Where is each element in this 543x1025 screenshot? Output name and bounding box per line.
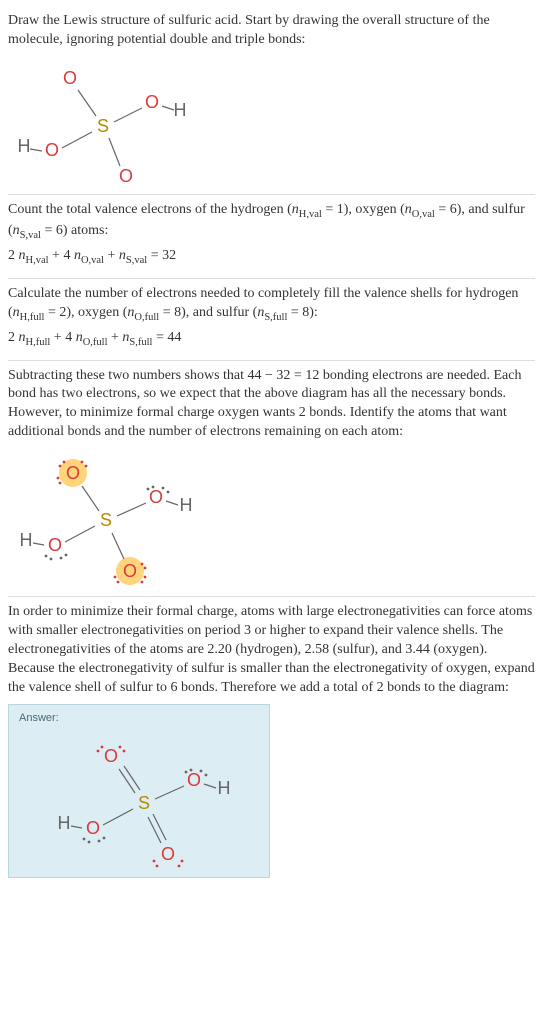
atom-s: S bbox=[138, 793, 150, 813]
bond bbox=[204, 784, 216, 788]
section-fullshell: Calculate the number of electrons needed… bbox=[8, 278, 535, 360]
fullshell-text: Calculate the number of electrons needed… bbox=[8, 285, 535, 325]
valence-equation: 2 nH,val + 4 nO,val + nS,val = 32 bbox=[8, 247, 535, 268]
bond bbox=[166, 501, 178, 505]
atom-o: O bbox=[123, 561, 137, 581]
bond bbox=[153, 814, 166, 840]
atom-h: H bbox=[180, 495, 193, 515]
fullshell-equation: 2 nH,full + 4 nO,full + nS,full = 44 bbox=[8, 329, 535, 350]
atom-o: O bbox=[48, 535, 62, 555]
section-expand: In order to minimize their formal charge… bbox=[8, 596, 535, 888]
atom-o: O bbox=[104, 746, 118, 766]
answer-label: Answer: bbox=[19, 711, 259, 726]
atom-o: O bbox=[145, 92, 159, 112]
atom-h: H bbox=[20, 530, 33, 550]
bond bbox=[109, 138, 120, 166]
bond bbox=[155, 786, 184, 799]
atom-o: O bbox=[45, 140, 59, 160]
bond bbox=[112, 533, 124, 559]
atom-o: O bbox=[187, 770, 201, 790]
atom-o: O bbox=[149, 487, 163, 507]
answer-box: Answer: S O O O H O bbox=[8, 704, 270, 879]
bond bbox=[119, 769, 135, 793]
atom-h: H bbox=[218, 778, 231, 798]
bonding-text: Subtracting these two numbers shows that… bbox=[8, 367, 535, 443]
atom-o: O bbox=[161, 844, 175, 864]
atom-o: O bbox=[119, 166, 133, 184]
atom-h: H bbox=[18, 136, 31, 156]
bond bbox=[103, 809, 133, 825]
bond bbox=[78, 90, 96, 116]
section-bonding: Subtracting these two numbers shows that… bbox=[8, 360, 535, 597]
bond bbox=[65, 526, 95, 542]
section-intro: Draw the Lewis structure of sulfuric aci… bbox=[8, 6, 535, 194]
bond bbox=[33, 543, 44, 545]
atom-s: S bbox=[100, 510, 112, 530]
atom-o: O bbox=[63, 68, 77, 88]
molecule-skeleton-diagram: S O O O H O H bbox=[8, 54, 198, 184]
molecule-answer-diagram: S O O O H O H bbox=[19, 729, 259, 869]
intro-text: Draw the Lewis structure of sulfuric aci… bbox=[8, 12, 535, 50]
bond bbox=[30, 149, 42, 151]
bond bbox=[82, 486, 99, 511]
expand-text: In order to minimize their formal charge… bbox=[8, 603, 535, 697]
bond bbox=[148, 817, 161, 843]
valence-text: Count the total valence electrons of the… bbox=[8, 201, 535, 243]
molecule-lonepair-diagram: S O O O H O H bbox=[8, 446, 208, 586]
atom-h: H bbox=[174, 100, 187, 120]
atom-o: O bbox=[66, 463, 80, 483]
bond bbox=[117, 503, 146, 516]
atom-h: H bbox=[58, 813, 71, 833]
bond bbox=[162, 106, 174, 110]
section-valence: Count the total valence electrons of the… bbox=[8, 194, 535, 278]
bond bbox=[124, 766, 140, 790]
bond bbox=[71, 826, 82, 828]
bond bbox=[114, 108, 142, 122]
atom-s: S bbox=[97, 116, 109, 136]
bond bbox=[62, 132, 92, 148]
atom-o: O bbox=[86, 818, 100, 838]
